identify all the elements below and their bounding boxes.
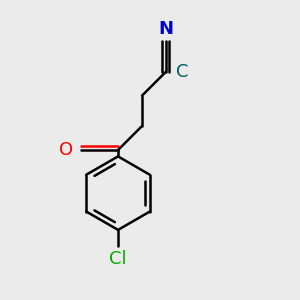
Text: N: N [158, 20, 173, 38]
Text: O: O [59, 141, 73, 159]
Text: C: C [176, 63, 189, 81]
Text: Cl: Cl [109, 250, 127, 268]
